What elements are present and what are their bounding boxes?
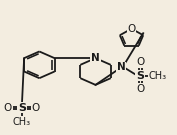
Text: CH₃: CH₃ [13, 117, 31, 127]
Text: O: O [4, 103, 12, 113]
Text: N: N [91, 53, 100, 63]
Text: S: S [136, 70, 144, 80]
Text: N: N [117, 63, 125, 72]
Text: O: O [136, 57, 144, 67]
Text: S: S [18, 103, 26, 113]
Text: O: O [127, 24, 136, 34]
Text: O: O [136, 84, 144, 94]
Text: CH₃: CH₃ [149, 70, 167, 80]
Text: O: O [32, 103, 40, 113]
